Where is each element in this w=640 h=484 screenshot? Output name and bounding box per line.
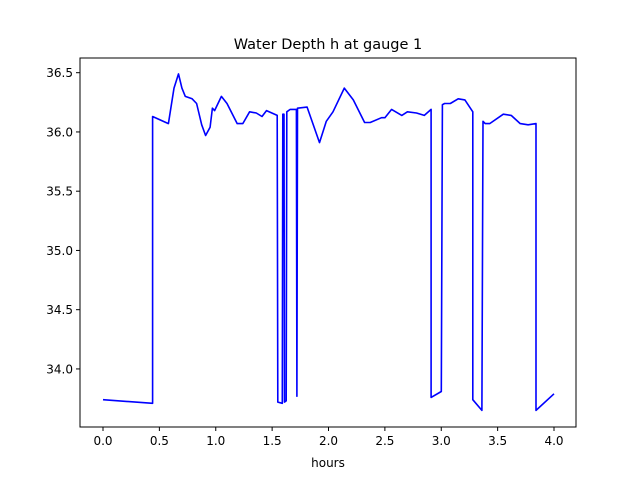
chart-title: Water Depth h at gauge 1 bbox=[234, 37, 422, 53]
x-axis-ticks: 0.0 0.5 1.0 1.5 2.0 2.5 3.0 3.5 4.0 bbox=[93, 427, 564, 448]
x-tick-label: 0.5 bbox=[150, 434, 169, 448]
y-axis-ticks: 34.0 34.5 35.0 35.5 36.0 36.5 bbox=[46, 66, 80, 376]
y-tick-label: 36.0 bbox=[46, 125, 73, 139]
x-tick-label: 3.0 bbox=[432, 434, 451, 448]
plot-area bbox=[102, 73, 555, 412]
x-tick-label: 4.0 bbox=[544, 434, 563, 448]
y-tick-label: 35.5 bbox=[46, 185, 73, 199]
axes-frame bbox=[79, 57, 577, 428]
x-tick-label: 2.0 bbox=[319, 434, 338, 448]
x-tick-label: 2.5 bbox=[375, 434, 394, 448]
y-tick-label: 35.0 bbox=[46, 244, 73, 258]
x-tick-label: 0.0 bbox=[93, 434, 112, 448]
series-line-h bbox=[102, 73, 555, 412]
y-tick-label: 34.5 bbox=[46, 303, 73, 317]
x-tick-label: 3.5 bbox=[488, 434, 507, 448]
y-tick-label: 36.5 bbox=[46, 66, 73, 80]
x-axis-label: hours bbox=[311, 456, 345, 470]
y-tick-label: 34.0 bbox=[46, 362, 73, 376]
x-tick-label: 1.5 bbox=[263, 434, 282, 448]
x-tick-label: 1.0 bbox=[206, 434, 225, 448]
